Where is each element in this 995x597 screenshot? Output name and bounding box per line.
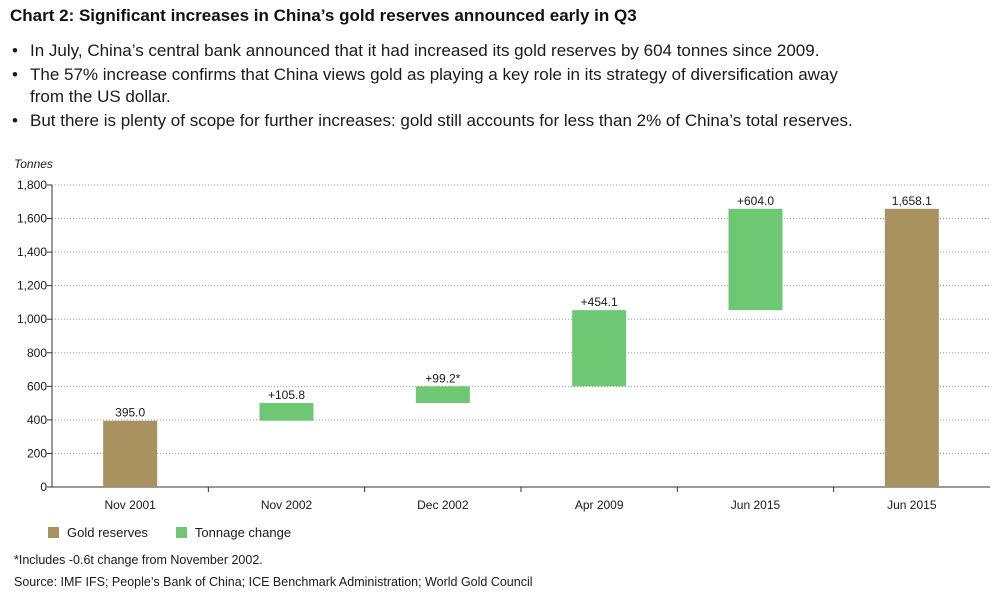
y-tick-label: 200 [27, 446, 47, 460]
x-tick-label: Nov 2001 [104, 498, 156, 512]
chart-area: Tonnes 0 200 400 600 800 1,000 1,200 1,400 1,600 1… [0, 150, 995, 550]
waterfall-chart: Tonnes 0 200 400 600 800 1,000 1,200 1,400 1,600 1… [14, 157, 990, 512]
y-tick-label: 0 [40, 480, 47, 494]
legend-swatch-gold [48, 526, 59, 538]
bar-tonnage-change [728, 208, 783, 311]
legend-item-gold-reserves: Gold reserves [48, 525, 148, 540]
bullet-item: • But there is plenty of scope for furth… [10, 110, 985, 132]
bullet-text: In July, China’s central bank announced … [30, 41, 820, 60]
bar-value-label: 1,658.1 [892, 194, 932, 208]
bar-value-label: +99.2* [425, 371, 460, 385]
bullet-item: • In July, China’s central bank announce… [10, 40, 985, 62]
bar-tonnage-change [259, 402, 314, 421]
bar-gold-reserves [103, 420, 158, 487]
legend: Gold reserves Tonnage change [48, 523, 319, 541]
bullet-dot: • [12, 41, 18, 60]
y-axis-title: Tonnes [14, 157, 53, 171]
source-note: Source: IMF IFS; People’s Bank of China;… [14, 575, 533, 589]
bar-tonnage-change [572, 310, 627, 387]
legend-label: Gold reserves [67, 524, 148, 540]
x-tick-label: Nov 2002 [261, 498, 313, 512]
y-tick-label: 1,000 [17, 312, 47, 326]
bullet-dot: • [12, 65, 18, 84]
y-tick-label: 800 [27, 346, 47, 360]
y-tick-label: 1,800 [17, 178, 47, 192]
y-tick-label: 1,400 [17, 245, 47, 259]
legend-item-tonnage-change: Tonnage change [175, 524, 292, 540]
bullet-dot: • [12, 111, 18, 130]
bullet-text: The 57% increase confirms that China vie… [30, 65, 838, 106]
y-tick-label: 1,600 [17, 212, 47, 226]
bar-gold-reserves [884, 208, 939, 487]
bullet-text: But there is plenty of scope for further… [30, 111, 853, 130]
footnote: *Includes -0.6t change from November 200… [14, 553, 263, 567]
bullet-list: • In July, China’s central bank announce… [10, 40, 985, 134]
x-tick-label: Apr 2009 [575, 498, 624, 512]
bar-value-label: +105.8 [268, 388, 305, 402]
bar-tonnage-change [415, 386, 470, 403]
bar-value-label: 395.0 [115, 406, 145, 420]
y-tick-label: 400 [27, 413, 47, 427]
legend-swatch-change [175, 526, 187, 538]
bar-value-label: +604.0 [737, 194, 774, 208]
y-tick-label: 1,200 [17, 279, 47, 293]
bar-value-label: +454.1 [581, 295, 618, 309]
x-tick-label: Jun 2015 [731, 498, 781, 512]
chart-title: Chart 2: Significant increases in China’… [10, 6, 637, 25]
legend-label: Tonnage change [194, 524, 292, 540]
bullet-item: • The 57% increase confirms that China v… [10, 64, 985, 108]
x-tick-label: Jun 2015 [887, 498, 937, 512]
x-tick-label: Dec 2002 [417, 498, 469, 512]
y-tick-label: 600 [27, 379, 47, 393]
